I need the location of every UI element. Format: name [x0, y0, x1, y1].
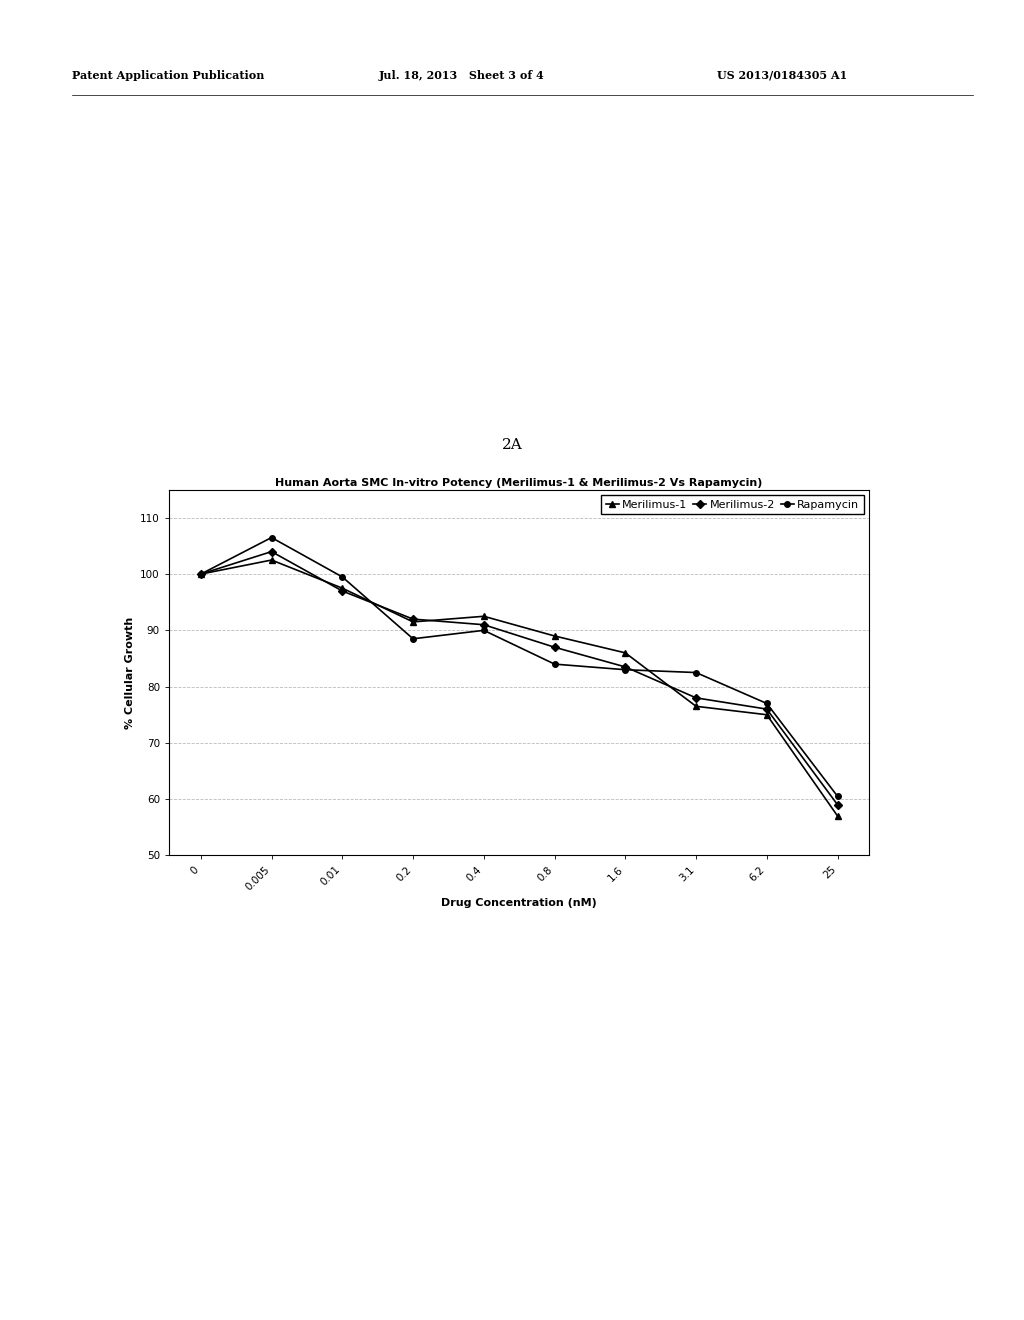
Y-axis label: % Cellular Growth: % Cellular Growth: [125, 616, 134, 729]
Text: 2A: 2A: [502, 438, 522, 451]
Legend: Merilimus-1, Merilimus-2, Rapamycin: Merilimus-1, Merilimus-2, Rapamycin: [601, 495, 864, 515]
Text: Patent Application Publication: Patent Application Publication: [72, 70, 264, 81]
Text: Jul. 18, 2013   Sheet 3 of 4: Jul. 18, 2013 Sheet 3 of 4: [379, 70, 545, 81]
Text: US 2013/0184305 A1: US 2013/0184305 A1: [717, 70, 847, 81]
Title: Human Aorta SMC In-vitro Potency (Merilimus-1 & Merilimus-2 Vs Rapamycin): Human Aorta SMC In-vitro Potency (Merili…: [275, 478, 763, 487]
X-axis label: Drug Concentration (nM): Drug Concentration (nM): [441, 898, 597, 908]
